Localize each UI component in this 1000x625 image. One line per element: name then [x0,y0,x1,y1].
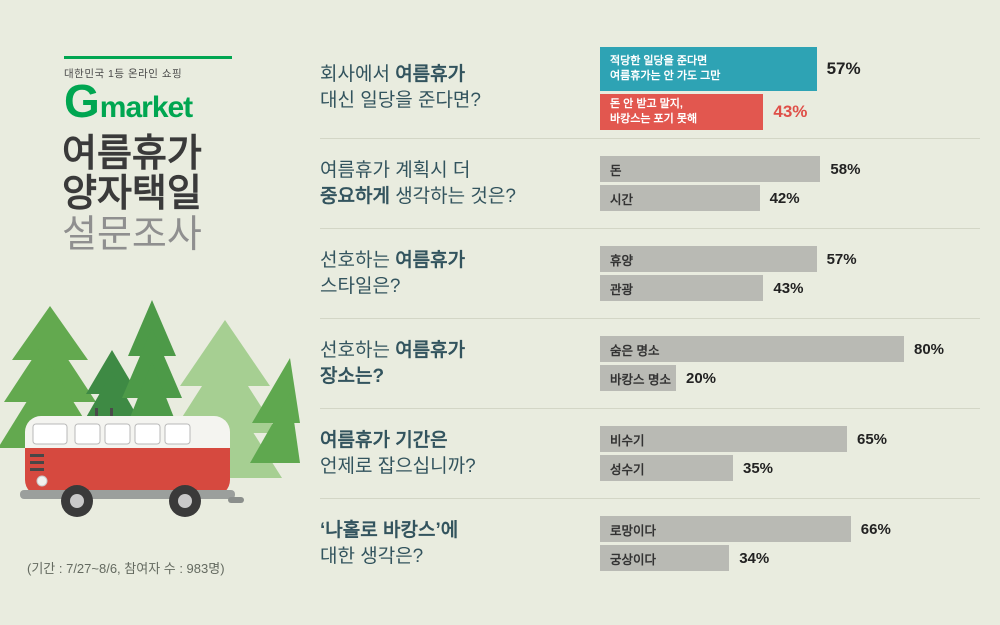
bar-row: 휴양 57% [600,246,980,272]
bar-label: 휴양 [610,253,634,268]
survey-bar: 궁상이다 [600,545,730,571]
survey-bar: 숨은 명소 [600,336,904,362]
bar-label: 바캉스는 포기 못해 [610,112,698,125]
survey-row: ‘나홀로 바캉스’에 대한 생각은? 로망이다 66% 궁상이다 34% [320,498,980,588]
bar-group: 로망이다 66% 궁상이다 34% [600,513,980,574]
bar-percent: 80% [914,340,945,358]
survey-bar: 돈 [600,156,821,182]
bar-label: 시간 [610,192,634,207]
bar-label: 성수기 [610,462,645,477]
bar-label: 숨은 명소 [610,343,660,358]
bar-percent: 42% [769,189,800,207]
title-line-2: 양자택일 [62,173,202,216]
survey-period-note: (기간 : 7/27~8/6, 참여자 수 : 983명) [27,561,225,576]
survey-bar: 시간 [600,185,760,211]
bar-percent: 58% [830,160,861,178]
survey-bar: 성수기 [600,455,733,481]
question-text: 회사에서 여름휴가 대신 일당을 준다면? [320,64,481,111]
survey-row: 여름휴가 계획시 더 중요하게 생각하는 것은? 돈 58% 시간 42% [320,138,980,228]
bar-percent: 20% [686,369,717,387]
logo-tagline: 대한민국 1등 온라인 쇼핑 [64,68,183,80]
survey-row: 선호하는 여름휴가 스타일은? 휴양 57% 관광 43% [320,228,980,318]
bar-label: 적당한 일당을 준다면 [610,55,708,68]
bar-percent: 57% [826,250,857,268]
bar-row: 로망이다 66% [600,516,980,542]
page-title: 여름휴가 양자택일 설문조사 [62,134,202,255]
bar-percent: 57% [826,58,861,78]
bar-group: 숨은 명소 80% 바캉스 명소 20% [600,333,980,394]
bar-percent: 34% [739,549,770,567]
survey-bar: 바캉스 명소 [600,365,676,391]
bar-label: 여름휴가는 안 가도 그만 [610,69,721,82]
bar-row: 돈 안 받고 말지, 바캉스는 포기 못해 43% [600,93,980,130]
survey-row: 여름휴가 기간은 언제로 잡으십니까? 비수기 65% 성수기 35% [320,408,980,498]
bar-row: 궁상이다 34% [600,545,980,571]
bar-label: 궁상이다 [610,552,657,567]
pine-tree-icon [250,358,300,463]
survey-bar: 비수기 [600,426,847,452]
bar-row: 비수기 65% [600,426,980,452]
logo-rule [64,56,232,59]
question-text: 선호하는 여름휴가 스타일은? [320,249,466,297]
bar-group: 적당한 일당을 준다면 여름휴가는 안 가도 그만 57% 돈 안 받고 말지, 바캉스… [600,44,980,133]
bar-row: 적당한 일당을 준다면 여름휴가는 안 가도 그만 57% [600,46,980,91]
bar-row: 관광 43% [600,275,980,301]
gmarket-wordmark: G market [64,75,254,127]
gmarket-logo: 대한민국 1등 온라인 쇼핑 G market [64,56,254,125]
bar-row: 돈 58% [600,156,980,182]
survey-row: 회사에서 여름휴가 대신 일당을 준다면? 적당한 일당을 준다면 여름휴가는 안 가… [320,38,980,138]
gmarket-market-text: market [99,91,193,124]
question-text: 여름휴가 계획시 더 중요하게 생각하는 것은? [320,159,516,207]
bar-group: 휴양 57% 관광 43% [600,243,980,304]
bar-label: 바캉스 명소 [610,372,671,387]
bar-label: 관광 [610,282,634,297]
bar-percent: 35% [743,459,774,477]
bar-label: 로망이다 [610,523,657,538]
bar-label: 돈 [610,163,622,178]
bar-percent: 43% [773,279,804,297]
bar-label: 돈 안 받고 말지, [610,98,683,111]
bar-percent: 43% [773,101,808,121]
survey-results: 회사에서 여름휴가 대신 일당을 준다면? 적당한 일당을 준다면 여름휴가는 안 가… [320,38,980,588]
question-text: ‘나홀로 바캉스’에 대한 생각은? [320,519,459,567]
survey-bar: 관광 [600,275,764,301]
bar-row: 숨은 명소 80% [600,336,980,362]
question-text: 여름휴가 기간은 언제로 잡으십니까? [320,429,476,477]
gmarket-g-icon: G [64,75,100,127]
survey-bar: 돈 안 받고 말지, 바캉스는 포기 못해 [600,93,764,130]
survey-bar: 휴양 [600,246,817,272]
bar-group: 비수기 65% 성수기 35% [600,423,980,484]
trees-bus-illustration [0,300,300,517]
bar-percent: 65% [857,430,888,448]
bar-percent: 66% [860,520,891,538]
bar-group: 돈 58% 시간 42% [600,153,980,214]
survey-row: 선호하는 여름휴가 장소는? 숨은 명소 80% 바캉스 명소 20% [320,318,980,408]
bus-icon [20,408,244,517]
bar-row: 성수기 35% [600,455,980,481]
bar-label: 비수기 [610,433,645,448]
bar-row: 시간 42% [600,185,980,211]
title-line-3: 설문조사 [62,213,202,256]
title-line-1: 여름휴가 [62,133,202,175]
survey-bar: 로망이다 [600,516,851,542]
survey-bar: 적당한 일당을 준다면 여름휴가는 안 가도 그만 [600,46,817,91]
bar-row: 바캉스 명소 20% [600,365,980,391]
question-text: 선호하는 여름휴가 장소는? [320,339,466,387]
